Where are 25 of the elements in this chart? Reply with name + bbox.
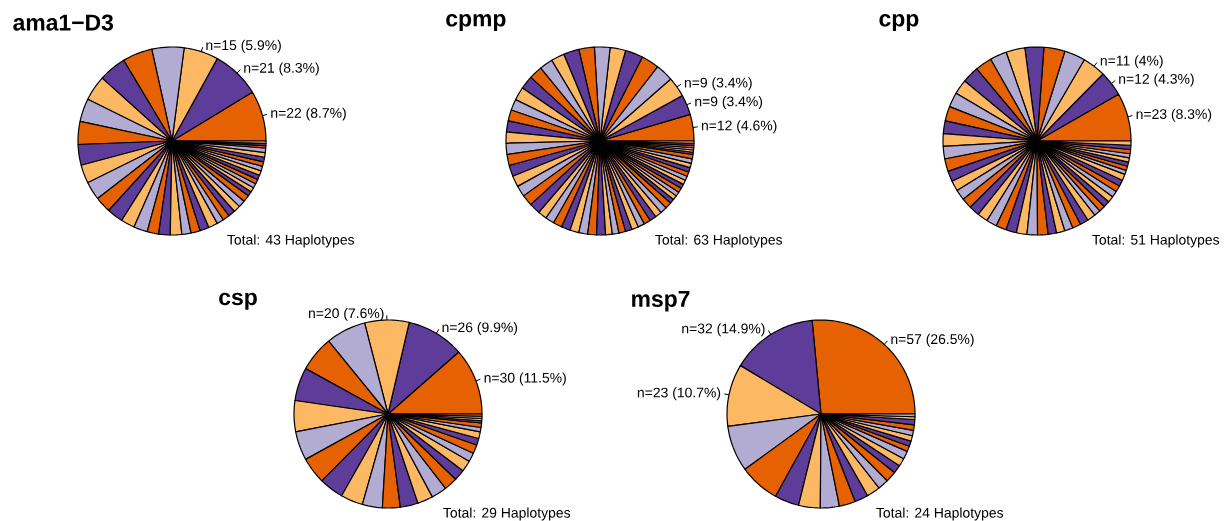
chart-title: msp7 — [632, 290, 690, 312]
text: Total: 24 Haplotypes — [876, 507, 1004, 521]
data-label: n=21 (8.3%) — [244, 62, 319, 76]
text: Total: 29 Haplotypes — [443, 507, 571, 521]
chart-title: csp — [219, 292, 257, 310]
data-label: n=22 (8.7%) — [271, 107, 346, 121]
data-label: n=20 (7.6%) — [308, 307, 384, 321]
data-label: n=11 (4%) — [1100, 55, 1163, 69]
data-label: n=32 (14.9%) — [682, 323, 765, 337]
data-label: n=23 (10.7%) — [637, 387, 721, 401]
data-label: n=12 (4.3%) — [1119, 73, 1194, 87]
text: Total: 43 Haplotypes — [227, 234, 355, 248]
data-label: n=23 (8.3%) — [1136, 108, 1212, 122]
data-label: n=30 (11.5%) — [484, 372, 566, 386]
chart-title: cpmp — [446, 14, 506, 32]
data-label: n=12 (4.6%) — [701, 120, 777, 134]
chart-title: ama1−D3 — [13, 14, 114, 31]
data-label: n=15 (5.9%) — [206, 39, 281, 53]
text: Total: 63 Haplotypes — [655, 234, 783, 248]
chart-title: cpp — [879, 14, 919, 32]
data-label: n=26 (9.9%) — [442, 322, 518, 335]
data-label: n=57 (26.5%) — [891, 333, 974, 347]
text: Total: 51 Haplotypes — [1092, 234, 1220, 248]
data-label: n=9 (3.4%) — [684, 77, 752, 91]
data-label: n=9 (3.4%) — [695, 96, 763, 110]
